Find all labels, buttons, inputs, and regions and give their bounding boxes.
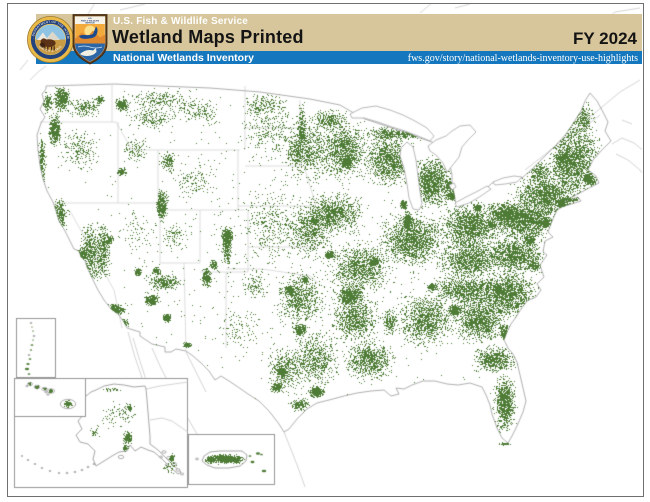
shield-fish-icon (80, 48, 97, 56)
fws-shield-logo: U.S. FISH & WILDLIFE SERVICE (72, 14, 108, 65)
poster-title: Wetland Maps Printed (112, 27, 304, 47)
doi-seal-logo: U.S. DEPARTMENT OF THE INTERIOR MARCH 3,… (27, 16, 74, 63)
header-banner (36, 14, 642, 51)
shield-text: FISH & WILDLIFE (81, 20, 100, 22)
seal-mountain-icon (45, 31, 60, 40)
source-url: fws.gov/story/national-wetlands-inventor… (407, 52, 638, 64)
shield-text: U.S. (88, 18, 93, 20)
shield-wave (77, 45, 103, 49)
agency-name: U.S. Fish & Wildlife Service (113, 16, 248, 27)
shield-goose-icon (79, 26, 98, 39)
header-blue-bar (36, 51, 642, 64)
program-subtitle: National Wetlands Inventory (113, 52, 254, 64)
seal-bison-icon (39, 38, 56, 51)
shield-title-band (75, 16, 105, 24)
shield-text: SERVICE (85, 23, 95, 25)
seal-mountain-icon (37, 32, 48, 40)
fiscal-year-label: FY 2024 (573, 29, 637, 48)
